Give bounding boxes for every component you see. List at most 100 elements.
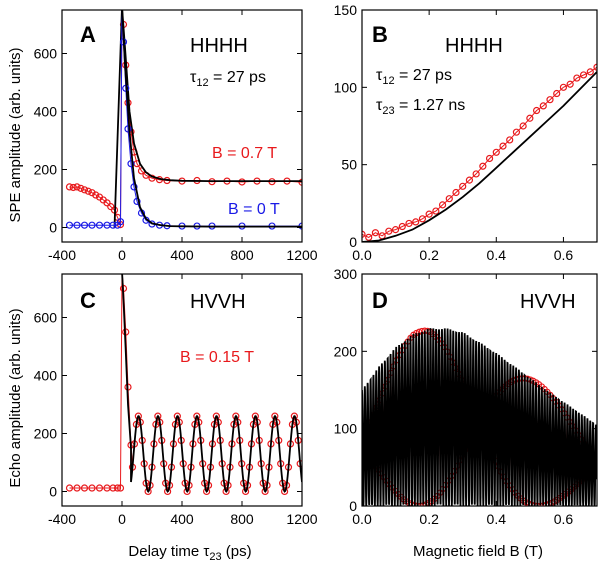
series-c-0-point-52 <box>203 487 211 496</box>
series-a-1-point-15 <box>133 197 141 205</box>
series-b-0-point-32 <box>573 74 581 82</box>
series-b-0-point-18 <box>479 162 487 170</box>
series-b-0-line <box>362 66 597 238</box>
series-a-0-point-0 <box>65 183 74 191</box>
x-tick-label-d-2: 0.4 <box>487 511 507 527</box>
series-b-0-point-34 <box>586 68 594 76</box>
series-c-0-point-37 <box>173 412 181 420</box>
series-c-0-point-3 <box>88 484 96 492</box>
x-tick-label-d-0: 0.0 <box>352 511 372 527</box>
x-tick-label-c-0: -400 <box>48 511 76 527</box>
series-b-0-point-20 <box>492 148 500 156</box>
panel-b-tau12: τ12 = 27 ps <box>376 67 452 87</box>
y-tick-label-d-3: 300 <box>334 266 358 282</box>
series-c-0-point-97 <box>290 412 298 420</box>
series-a-0-point-1 <box>69 183 77 192</box>
x-tick-label-a-3: 800 <box>230 247 254 263</box>
frame-c <box>61 273 303 507</box>
plot-area-d <box>362 327 597 506</box>
series-c-0-point-92 <box>281 487 289 496</box>
y-tick-label-c-2: 400 <box>34 368 58 384</box>
y-tick-label-d-2: 200 <box>334 343 358 359</box>
series-b-0-point-27 <box>539 102 547 110</box>
series-b-0-point-2 <box>371 229 380 237</box>
plot-area-a <box>65 10 302 230</box>
panel-b-tau23: τ23 = 1.27 ns <box>376 97 465 117</box>
series-a-1-point-0 <box>65 221 74 229</box>
series-b-0-point-8 <box>412 218 420 226</box>
series-a-1-point-4 <box>95 221 104 229</box>
series-c-0-point-7 <box>113 484 122 492</box>
series-b-0-point-22 <box>506 136 514 144</box>
x-tick-label-b-1: 0.2 <box>419 247 439 263</box>
series-c-0-point-72 <box>242 487 250 496</box>
panel-a-legend-blue: B = 0 T <box>228 201 280 218</box>
series-b-0-point-16 <box>465 176 474 184</box>
series-a-1-point-9 <box>119 10 125 11</box>
series-a-0-point-5 <box>84 187 92 195</box>
fit-d-0 <box>362 328 597 506</box>
panel-letter-a: A <box>80 22 96 47</box>
x-tick-label-b-2: 0.4 <box>487 247 507 263</box>
series-b-0-point-12 <box>438 201 447 209</box>
y-tick-label-b-0: 0 <box>349 234 357 250</box>
panel-b-title: HHHH <box>445 35 503 57</box>
series-c-0-point-6 <box>109 484 117 492</box>
y-tick-label-a-2: 400 <box>34 104 58 120</box>
series-c-0-point-22 <box>144 487 152 496</box>
series-a-0-point-3 <box>77 184 85 192</box>
y-tick-label-d-0: 0 <box>349 498 357 514</box>
y-tick-label-a-3: 600 <box>34 46 58 62</box>
series-b-0-point-6 <box>398 222 406 231</box>
y-axis-label-bottom: Echo amplitude (arb. units) <box>7 308 24 487</box>
series-b-0-point-23 <box>512 128 521 136</box>
series-b-0-point-29 <box>553 89 561 98</box>
x-tick-label-c-4: 1200 <box>286 511 317 527</box>
panel-c: -400 0 400 800 1200 0 200 400 600 <box>34 273 318 527</box>
x-tick-label-d-1: 0.2 <box>419 511 439 527</box>
panel-letter-c: C <box>80 288 96 313</box>
x-tick-label-a-0: -400 <box>48 247 76 263</box>
series-b-0-point-4 <box>385 227 393 235</box>
series-b-0-point-0 <box>362 230 366 238</box>
series-a-1-point-2 <box>80 221 89 229</box>
panel-b: 0.0 0.2 0.4 0.6 0 50 100 150 <box>334 2 598 263</box>
panel-d-title: HVVH <box>520 291 576 313</box>
series-c-0-point-77 <box>251 412 259 420</box>
series-a-1-point-1 <box>73 221 81 229</box>
series-c-0-point-0 <box>65 484 74 492</box>
series-b-0-point-35 <box>593 63 597 71</box>
series-b-0-point-26 <box>532 106 541 115</box>
series-a-1-point-3 <box>88 221 96 229</box>
series-c-0-point-57 <box>212 412 220 420</box>
series-b-0-point-5 <box>391 226 400 234</box>
series-b-0-point-28 <box>546 96 554 104</box>
series-c-0-point-2 <box>80 484 89 492</box>
y-tick-label-c-1: 200 <box>34 426 58 442</box>
x-tick-label-a-1: 0 <box>118 247 126 263</box>
series-b-0-point-25 <box>526 114 534 122</box>
series-a-1-point-14 <box>130 183 138 191</box>
series-a-1-line <box>69 10 302 227</box>
panel-a-title: HHHH <box>190 35 248 57</box>
y-tick-label-c-3: 600 <box>34 310 58 326</box>
x-axis-label-left: Delay time τ23 (ps) <box>128 543 251 563</box>
frame-a <box>61 9 303 243</box>
series-b-0-point-17 <box>472 170 480 178</box>
fit-b-0 <box>362 71 597 242</box>
x-tick-label-d-3: 0.6 <box>554 511 574 527</box>
series-a-1-point-12 <box>124 125 132 133</box>
series-a-0-line <box>69 10 302 225</box>
series-a-0-point-15 <box>119 10 125 11</box>
x-tick-label-b-0: 0.0 <box>352 247 372 263</box>
series-c-0-point-62 <box>222 487 230 496</box>
series-c-0-point-4 <box>95 484 104 492</box>
frame-b <box>361 9 598 243</box>
series-c-0-point-27 <box>154 412 162 420</box>
series-b-0-point-15 <box>459 182 467 190</box>
y-tick-label-c-0: 0 <box>49 484 57 500</box>
panel-letter-d: D <box>372 288 388 313</box>
x-tick-label-b-3: 0.6 <box>554 247 574 263</box>
series-c-0-point-67 <box>232 412 240 420</box>
